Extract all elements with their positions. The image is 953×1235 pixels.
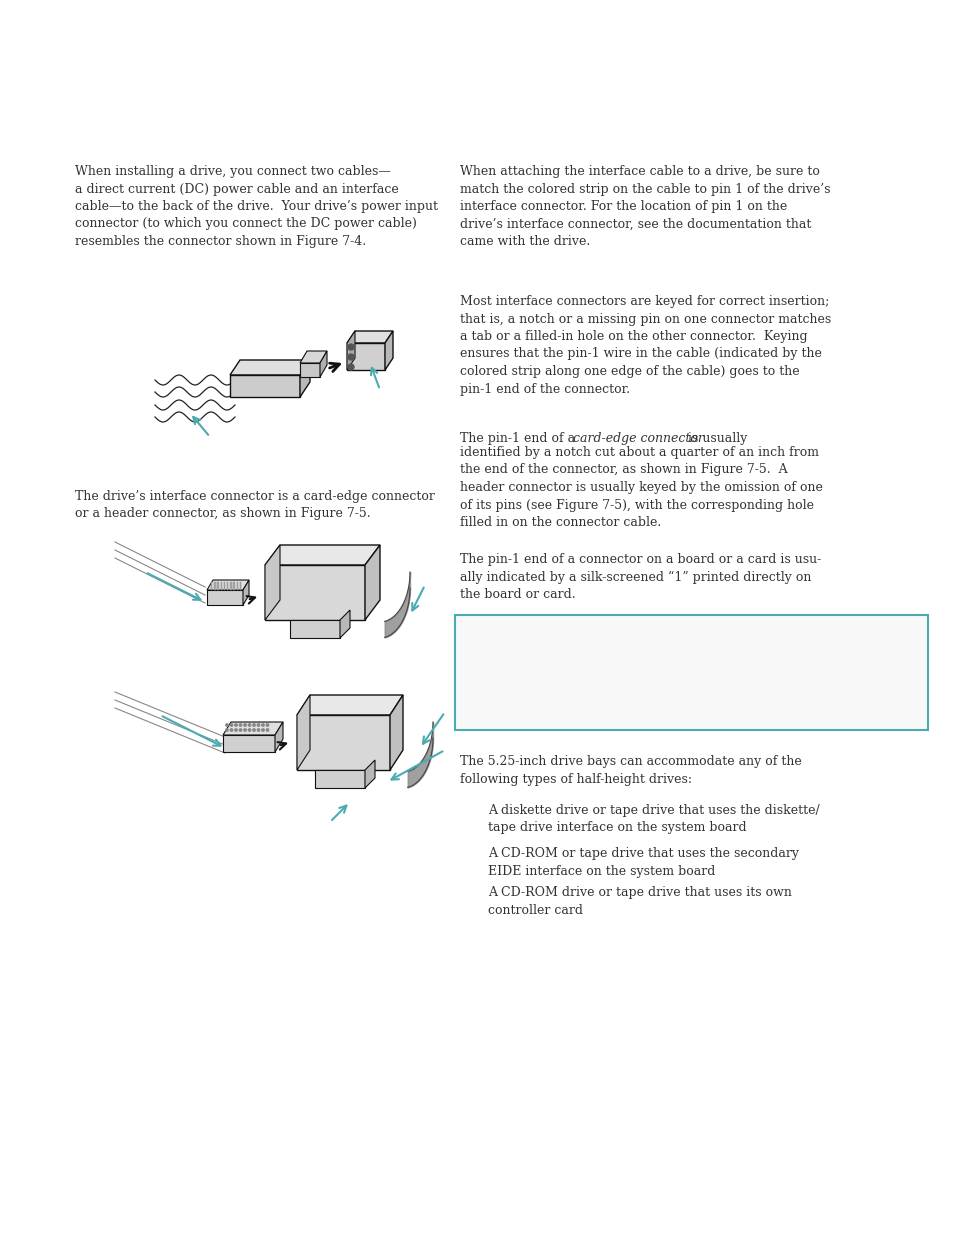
Polygon shape <box>299 351 327 363</box>
Circle shape <box>253 729 255 731</box>
Polygon shape <box>365 545 379 620</box>
Text: When installing a drive, you connect two cables—
a direct current (DC) power cab: When installing a drive, you connect two… <box>75 165 437 248</box>
Polygon shape <box>290 620 339 638</box>
Circle shape <box>257 729 259 731</box>
Text: A diskette drive or tape drive that uses the diskette/
tape drive interface on t: A diskette drive or tape drive that uses… <box>488 804 819 835</box>
Text: A CD-ROM drive or tape drive that uses its own
controller card: A CD-ROM drive or tape drive that uses i… <box>488 885 791 916</box>
Circle shape <box>230 729 233 731</box>
Polygon shape <box>230 582 232 590</box>
Circle shape <box>266 729 269 731</box>
Circle shape <box>244 724 246 726</box>
Polygon shape <box>385 331 393 370</box>
Polygon shape <box>214 582 215 590</box>
Text: is usually: is usually <box>687 432 746 445</box>
Polygon shape <box>236 582 238 590</box>
Polygon shape <box>223 722 283 735</box>
Polygon shape <box>243 580 249 605</box>
Text: When attaching the interface cable to a drive, be sure to
match the colored stri: When attaching the interface cable to a … <box>459 165 830 248</box>
Text: The pin-1 end of a: The pin-1 end of a <box>459 432 575 445</box>
Polygon shape <box>239 582 241 590</box>
Circle shape <box>239 729 241 731</box>
Circle shape <box>230 724 233 726</box>
Polygon shape <box>347 331 355 370</box>
Circle shape <box>239 724 241 726</box>
Polygon shape <box>211 582 213 590</box>
Polygon shape <box>207 590 243 605</box>
Circle shape <box>226 729 228 731</box>
Polygon shape <box>296 715 390 769</box>
Polygon shape <box>265 545 280 620</box>
Polygon shape <box>230 359 310 375</box>
Circle shape <box>348 364 354 370</box>
Polygon shape <box>319 351 327 377</box>
Text: The drive’s interface connector is a card-edge connector
or a header connector, : The drive’s interface connector is a car… <box>75 490 435 520</box>
Circle shape <box>253 724 255 726</box>
Polygon shape <box>223 735 274 752</box>
Polygon shape <box>230 375 299 396</box>
Circle shape <box>266 724 269 726</box>
Text: identified by a notch cut about a quarter of an inch from
the end of the connect: identified by a notch cut about a quarte… <box>459 446 822 529</box>
Polygon shape <box>207 580 249 590</box>
Polygon shape <box>314 769 365 788</box>
Polygon shape <box>217 582 218 590</box>
Circle shape <box>234 729 237 731</box>
Polygon shape <box>296 695 402 715</box>
Circle shape <box>348 354 354 359</box>
Text: card-edge connector: card-edge connector <box>573 432 703 445</box>
Text: The pin-1 end of a connector on a board or a card is usu-
ally indicated by a si: The pin-1 end of a connector on a board … <box>459 553 821 601</box>
Circle shape <box>261 724 264 726</box>
Polygon shape <box>220 582 222 590</box>
Text: A CD-ROM or tape drive that uses the secondary
EIDE interface on the system boar: A CD-ROM or tape drive that uses the sec… <box>488 847 799 878</box>
Polygon shape <box>365 760 375 788</box>
Polygon shape <box>274 722 283 752</box>
Text: Most interface connectors are keyed for correct insertion;
that is, a notch or a: Most interface connectors are keyed for … <box>459 295 830 395</box>
Polygon shape <box>299 363 319 377</box>
Circle shape <box>257 724 259 726</box>
Circle shape <box>248 724 251 726</box>
Polygon shape <box>347 343 385 370</box>
Circle shape <box>248 729 251 731</box>
Text: The 5.25-inch drive bays can accommodate any of the
following types of half-heig: The 5.25-inch drive bays can accommodate… <box>459 755 801 785</box>
Polygon shape <box>390 695 402 769</box>
Circle shape <box>226 724 228 726</box>
Polygon shape <box>227 582 229 590</box>
Circle shape <box>261 729 264 731</box>
Polygon shape <box>224 582 225 590</box>
Circle shape <box>244 729 246 731</box>
Polygon shape <box>299 359 310 396</box>
Bar <box>455 615 927 730</box>
Circle shape <box>348 345 354 350</box>
Polygon shape <box>339 610 350 638</box>
Polygon shape <box>265 545 379 564</box>
Polygon shape <box>296 695 310 769</box>
Polygon shape <box>265 564 365 620</box>
Polygon shape <box>233 582 234 590</box>
Polygon shape <box>347 331 393 343</box>
Circle shape <box>234 724 237 726</box>
